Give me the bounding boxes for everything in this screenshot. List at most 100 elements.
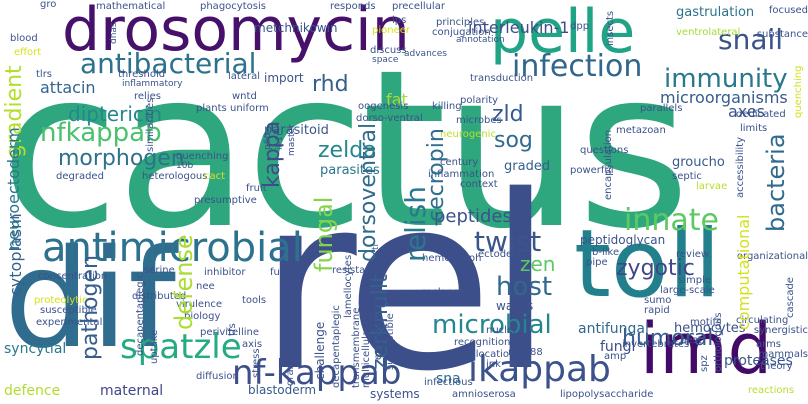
word-parasitoid: parasitoid <box>264 123 329 138</box>
word-tlrs: tlrs <box>36 69 53 80</box>
word-cact: heterologous <box>142 171 208 182</box>
word-susceptible: susceptible <box>385 313 396 370</box>
word-quenching: quenching <box>793 65 804 118</box>
word-threshold: threshold <box>118 69 166 80</box>
word-killing: killing <box>432 101 462 112</box>
word-axis: susceptible <box>40 305 97 316</box>
word-dnas: axis <box>242 339 263 350</box>
word-responds: responds <box>330 1 376 12</box>
word-lateral: lateral <box>228 71 260 82</box>
word-hemolymph: lipopolysaccharide <box>560 389 654 400</box>
word-rapid: motifs <box>690 317 722 328</box>
word-dpp: dpp <box>570 21 590 32</box>
word-arms: invertebrates <box>622 339 690 350</box>
word-accessibility: accessibility <box>735 137 746 198</box>
word-sna: sna <box>436 371 461 387</box>
word-dif: dif <box>4 221 176 379</box>
word-focused: focused <box>768 5 808 16</box>
word-zygotic: zygotic <box>616 256 695 281</box>
word-plants: plants <box>196 103 227 114</box>
word-fat: fat <box>386 90 408 109</box>
word-limits: limits <box>740 123 768 134</box>
word-transmembrane: gram-negative <box>285 312 296 386</box>
word-decapentaplegic: decapentaplegic <box>331 305 342 388</box>
word-cecropin: cecropin <box>424 128 449 222</box>
word-mammals: arms <box>756 339 782 350</box>
word-conjugation: conjugation <box>432 27 491 38</box>
word-metchnikowin: metchnikowin <box>254 21 338 35</box>
word-defense: defense <box>170 234 198 330</box>
word-pelle: pelle <box>490 0 636 67</box>
word-cascade: organizational <box>736 251 808 262</box>
word-epigenetic: multicellular <box>361 325 372 388</box>
word-century: century <box>440 157 479 168</box>
word-fungal: fungal <box>310 196 338 272</box>
word-master: proteolytic <box>34 295 88 306</box>
word-orthologous: spz <box>699 355 710 372</box>
word-proteolytic: decapentaplegic <box>135 273 146 356</box>
word-wntd: wntd <box>232 91 257 102</box>
word-diffusion: perivitelline <box>200 327 259 338</box>
word-organizational: review <box>676 249 710 260</box>
word-computational: computational <box>734 214 753 330</box>
word-neurogenic: neurogenic <box>440 129 496 140</box>
word-rsk: tl <box>371 243 381 250</box>
word-parasites: parasites <box>320 163 380 178</box>
word-larvae: larvae <box>696 181 728 192</box>
word-melanotic: wasps <box>496 299 534 313</box>
word-uniform: uniform <box>230 103 269 114</box>
word-circulating: orthologous <box>713 312 724 372</box>
word-attacin: attacin <box>40 78 96 97</box>
word-septic: septic <box>672 171 702 182</box>
word-axes: axes <box>728 102 765 121</box>
word-fungi: fungi <box>600 339 636 355</box>
word-peptides: peptides <box>434 206 512 227</box>
word-invertebrates: pest <box>680 335 702 346</box>
word-virulence: distributed <box>132 291 187 302</box>
word-reactions: theory <box>760 361 793 372</box>
word-neuroectoderm: neuroectoderm <box>4 127 23 250</box>
word-biology: virulence <box>176 299 223 310</box>
word-relies: relies <box>134 91 161 102</box>
word-blood: blood <box>10 33 38 44</box>
word-maternal: maternal <box>100 383 164 399</box>
word-lps: lps <box>392 15 407 26</box>
word-jnk: myd88 <box>508 347 543 358</box>
word-interleukin-1: interleukin-1 <box>468 18 570 37</box>
word-encapsulation: encapsulation <box>603 129 614 200</box>
word-microorganisms: microorganisms <box>660 88 788 107</box>
word-uptake: experimental <box>36 317 103 328</box>
word-parallels: parallels <box>640 103 683 114</box>
word-similarities: similarities <box>145 97 156 152</box>
word-principles: principles <box>436 17 485 28</box>
word-diptericin: diptericin <box>68 102 163 126</box>
word-distributed: reactions <box>748 385 795 396</box>
word-sog: sog <box>494 128 533 153</box>
word-inflammatory: uptake <box>149 329 160 364</box>
word-transduction: transduction <box>470 73 534 84</box>
word-pioneer: pioneer <box>372 25 410 36</box>
word-translocation: recognition <box>454 337 511 348</box>
word-advances: advances <box>404 49 447 59</box>
word-experimental: epigenetic <box>373 307 384 360</box>
word-serine: concentration <box>38 271 108 282</box>
word-sumo: simple <box>678 275 712 286</box>
word-infectious: systems <box>370 387 420 401</box>
word-defend: melanotic <box>422 287 472 298</box>
word-dedicated: dedicated <box>736 109 786 120</box>
word-il-1r: master <box>287 124 297 156</box>
word-antibacterial: antibacterial <box>80 47 257 80</box>
word-substance: substance <box>756 29 808 40</box>
word-cactus: cactus <box>0 24 691 277</box>
word-polarity: polarity <box>460 95 499 106</box>
word-mathematical: mathematical <box>96 1 166 12</box>
word-pipe: b-like <box>592 247 620 258</box>
word-nuclei: defend <box>414 297 449 308</box>
word-ventrolateral: ventrolateral <box>676 27 741 38</box>
word-rel: rel <box>258 144 554 404</box>
word-precellular: precellular <box>392 1 445 12</box>
word-ikappab: ikappab <box>468 349 611 390</box>
word-degraded: quenching <box>176 151 229 162</box>
word-spatzle: spatzle <box>120 327 242 367</box>
word-infection: infection <box>512 49 643 84</box>
